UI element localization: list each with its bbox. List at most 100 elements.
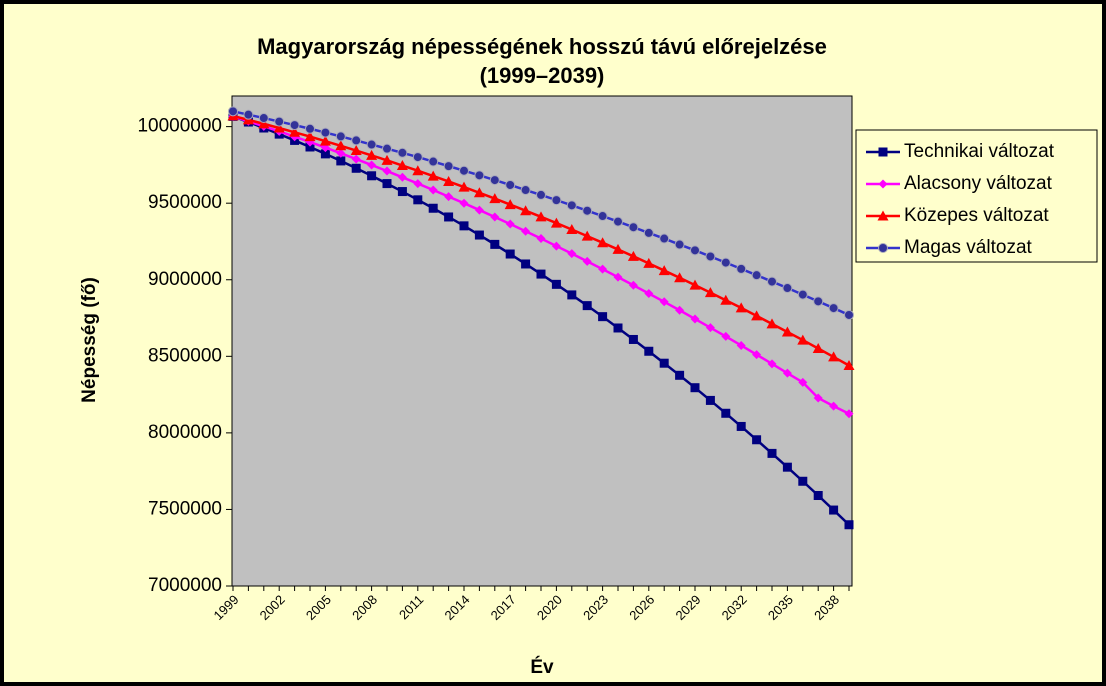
marker	[705, 323, 715, 333]
marker	[228, 106, 238, 117]
marker	[613, 216, 623, 227]
marker	[520, 185, 531, 196]
marker	[690, 314, 700, 324]
y-tick-label: 7500000	[148, 498, 222, 519]
marker	[878, 147, 888, 157]
marker	[274, 116, 285, 127]
marker	[443, 175, 455, 186]
marker	[720, 257, 731, 268]
marker	[505, 219, 515, 229]
marker	[581, 230, 593, 241]
y-tick-label: 9500000	[148, 192, 222, 213]
marker	[782, 368, 792, 378]
marker	[829, 401, 839, 411]
marker	[705, 251, 716, 262]
marker	[674, 239, 685, 250]
marker	[505, 249, 515, 259]
marker	[428, 185, 438, 195]
marker	[628, 222, 639, 233]
marker	[382, 179, 392, 189]
marker	[382, 143, 392, 154]
marker	[751, 310, 763, 321]
marker	[878, 243, 888, 253]
marker	[320, 149, 330, 159]
marker	[351, 163, 361, 173]
marker	[813, 491, 823, 501]
marker	[627, 250, 639, 261]
marker	[782, 283, 793, 294]
marker	[536, 269, 546, 279]
marker	[751, 270, 762, 281]
marker	[675, 305, 685, 315]
marker	[350, 145, 362, 156]
marker	[612, 243, 624, 254]
marker	[289, 126, 301, 137]
marker	[536, 189, 546, 200]
marker	[767, 448, 777, 458]
marker	[351, 154, 361, 164]
marker	[829, 505, 839, 515]
marker	[767, 276, 777, 287]
marker	[597, 237, 609, 248]
marker	[566, 200, 577, 211]
marker	[273, 122, 285, 133]
marker	[444, 192, 454, 202]
marker	[320, 127, 331, 138]
series	[227, 110, 855, 370]
chart-subtitle: (1999–2039)	[480, 63, 605, 88]
marker	[551, 195, 562, 206]
marker	[643, 257, 655, 268]
marker	[490, 239, 500, 249]
marker	[659, 233, 670, 244]
y-tick-label: 10000000	[137, 116, 222, 137]
legend-label: Magas változat	[904, 237, 1033, 258]
marker	[366, 139, 377, 150]
x-axis-label: Év	[530, 656, 554, 678]
marker	[505, 179, 516, 190]
marker	[489, 193, 501, 204]
marker	[767, 359, 777, 369]
marker	[878, 179, 888, 189]
marker	[721, 331, 731, 341]
marker	[243, 109, 254, 120]
marker	[674, 272, 686, 283]
marker	[535, 211, 547, 222]
marker	[366, 149, 378, 160]
marker	[521, 259, 531, 269]
marker	[305, 142, 315, 152]
marker	[397, 147, 408, 158]
marker	[582, 256, 592, 266]
y-tick-label: 8500000	[148, 345, 222, 366]
y-tick-label: 7000000	[148, 575, 222, 596]
marker	[644, 346, 654, 356]
marker	[813, 393, 823, 403]
y-axis-label: Népesség (fő)	[79, 277, 100, 403]
marker	[798, 377, 808, 387]
marker	[428, 156, 439, 167]
marker	[812, 343, 824, 354]
marker	[781, 326, 793, 337]
marker	[520, 205, 532, 216]
marker	[797, 334, 809, 345]
y-tick-label: 8000000	[148, 422, 222, 443]
legend-label: Alacsony változat	[904, 173, 1053, 194]
marker	[877, 210, 889, 221]
marker	[474, 205, 484, 215]
marker	[412, 152, 423, 163]
chart-title: Magyarország népességének hosszú távú el…	[257, 34, 827, 59]
marker	[567, 249, 577, 259]
marker	[367, 171, 377, 181]
marker	[473, 187, 485, 198]
legend-label: Közepes változat	[904, 205, 1049, 226]
marker	[721, 408, 731, 418]
marker	[828, 351, 840, 362]
marker	[798, 476, 808, 486]
marker	[305, 123, 315, 134]
marker	[396, 160, 408, 171]
marker	[689, 279, 701, 290]
marker	[551, 241, 561, 251]
marker	[536, 234, 546, 244]
marker	[336, 156, 346, 166]
marker	[644, 289, 654, 299]
